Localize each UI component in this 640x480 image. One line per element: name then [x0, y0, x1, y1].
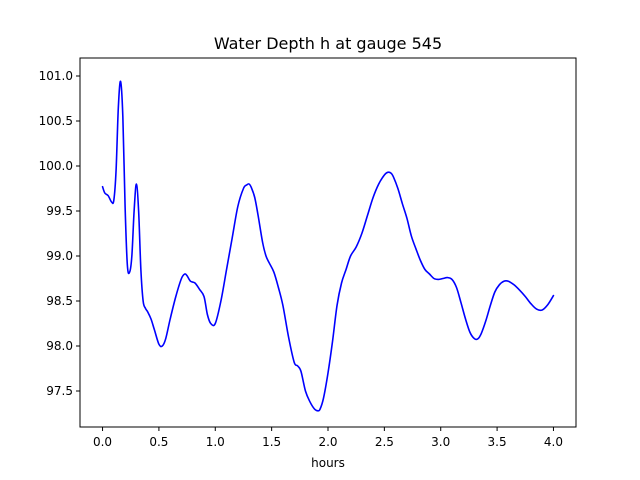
axis-ticks: 0.0 0.5 1.0 1.5 2.0 2.5 3.0 3.5 4.0 97.5 98.0 98.5 9…	[39, 69, 563, 449]
y-tick-label: 99.5	[46, 204, 73, 218]
x-tick-label: 0.5	[149, 435, 168, 449]
x-tick-label: 0.0	[93, 435, 112, 449]
y-tick-label: 99.0	[46, 249, 73, 263]
x-tick-label: 4.0	[544, 435, 563, 449]
y-tick-label: 98.5	[46, 294, 73, 308]
series-line	[101, 80, 555, 412]
y-tick-label: 98.0	[46, 339, 73, 353]
chart-title: Water Depth h at gauge 545	[214, 34, 442, 53]
x-tick-label: 2.5	[375, 435, 394, 449]
x-tick-label: 1.5	[262, 435, 281, 449]
plot-frame	[79, 57, 577, 428]
y-tick-label: 97.5	[46, 384, 73, 398]
x-tick-label: 2.0	[318, 435, 337, 449]
x-tick-label: 3.5	[488, 435, 507, 449]
x-axis-label: hours	[311, 456, 345, 470]
x-tick-label: 1.0	[206, 435, 225, 449]
y-tick-label: 100.0	[39, 159, 73, 173]
x-tick-label: 3.0	[431, 435, 450, 449]
y-tick-label: 101.0	[39, 69, 73, 83]
y-tick-label: 100.5	[39, 114, 73, 128]
